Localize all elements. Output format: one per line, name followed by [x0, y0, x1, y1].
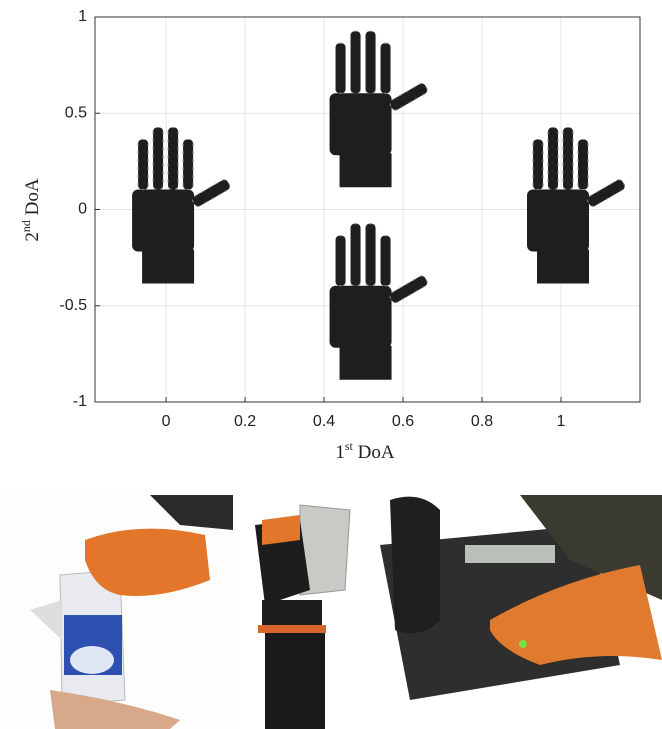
y-tick-label: -0.5	[59, 297, 87, 314]
plot: 0 0.2 0.4 0.6 0.8 1 -1 -0.5 0 0.5 1	[59, 8, 641, 430]
finger	[380, 42, 392, 94]
finger	[562, 127, 574, 190]
palm	[132, 189, 195, 252]
x-axis-label: 1st DoA	[335, 439, 394, 463]
finger	[335, 235, 347, 287]
finger	[547, 127, 559, 190]
finger	[335, 42, 347, 94]
y-label-sup: nd	[19, 220, 33, 232]
finger	[365, 223, 377, 287]
finger	[152, 127, 164, 190]
thumb	[192, 179, 231, 207]
finger	[350, 223, 362, 287]
wrist	[339, 345, 392, 380]
x-tick-label: 0.4	[313, 413, 335, 430]
wrist	[537, 249, 590, 284]
finger	[182, 139, 194, 190]
x-label-sup: st	[345, 439, 354, 453]
hand-pose	[329, 30, 428, 188]
wrist	[142, 249, 195, 284]
x-label-part: DoA	[353, 442, 395, 463]
photo-grasp	[240, 492, 360, 729]
finger	[350, 30, 362, 94]
hand-pose	[329, 223, 428, 380]
finger	[380, 235, 392, 287]
finger	[577, 139, 589, 190]
y-tick-label: 0.5	[65, 104, 87, 121]
finger	[167, 127, 179, 190]
photo-phone	[375, 492, 662, 729]
x-tick-label: 1	[557, 413, 566, 430]
wrist	[339, 153, 392, 188]
palm	[329, 93, 392, 156]
y-tick-label: 0	[78, 201, 87, 218]
y-axis-label: 2nd DoA	[19, 178, 43, 241]
y-label-part: 2	[22, 232, 43, 242]
x-tick-label: 0.6	[392, 413, 414, 430]
x-tick-label: 0	[162, 413, 171, 430]
finger	[137, 139, 149, 190]
palm	[329, 285, 392, 348]
x-tick-label: 0.8	[471, 413, 493, 430]
y-tick-label: -1	[73, 393, 87, 410]
axes-box	[94, 16, 641, 403]
y-tick-label: 1	[78, 8, 87, 25]
hand-pose	[132, 127, 231, 284]
palm	[527, 189, 590, 252]
y-label-part: DoA	[22, 178, 43, 220]
x-label-part: 1	[335, 442, 345, 463]
photo-box-task	[0, 492, 233, 729]
finger	[532, 139, 544, 190]
x-tick-label: 0.2	[234, 413, 256, 430]
finger	[365, 30, 377, 94]
